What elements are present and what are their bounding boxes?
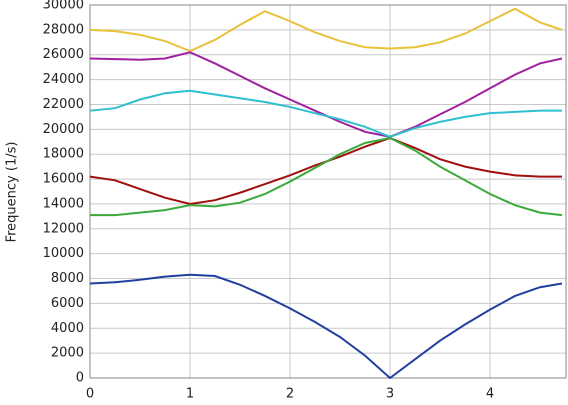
x-tick-label: 1 xyxy=(186,387,194,402)
y-tick-label: 2000 xyxy=(51,346,84,361)
y-tick-label: 10000 xyxy=(43,246,84,261)
x-tick-label: 4 xyxy=(486,387,494,402)
y-tick-label: 4000 xyxy=(51,321,84,336)
y-tick-label: 28000 xyxy=(43,22,84,37)
x-tick-label: 2 xyxy=(286,387,294,402)
y-tick-label: 26000 xyxy=(43,47,84,62)
plot-frame xyxy=(89,4,567,379)
y-tick-label: 20000 xyxy=(43,122,84,137)
y-tick-label: 24000 xyxy=(43,72,84,87)
y-tick-label: 6000 xyxy=(51,296,84,311)
y-axis-label: Frequency (1/s) xyxy=(5,142,20,243)
y-tick-label: 14000 xyxy=(43,196,84,211)
series-line xyxy=(89,89,562,138)
y-tick-label: 18000 xyxy=(43,147,84,162)
y-tick-label: 22000 xyxy=(43,97,84,112)
y-tick-label: 16000 xyxy=(43,172,84,187)
series-line xyxy=(89,273,563,380)
x-tick-label: 0 xyxy=(86,387,94,402)
y-tick-label: 0 xyxy=(76,371,84,386)
y-tick-label: 30000 xyxy=(43,0,84,13)
series-line xyxy=(89,7,563,53)
y-tick-label: 8000 xyxy=(51,271,84,286)
series-line xyxy=(90,136,563,217)
x-tick-label: 3 xyxy=(386,387,394,402)
y-tick-label: 12000 xyxy=(43,221,84,236)
